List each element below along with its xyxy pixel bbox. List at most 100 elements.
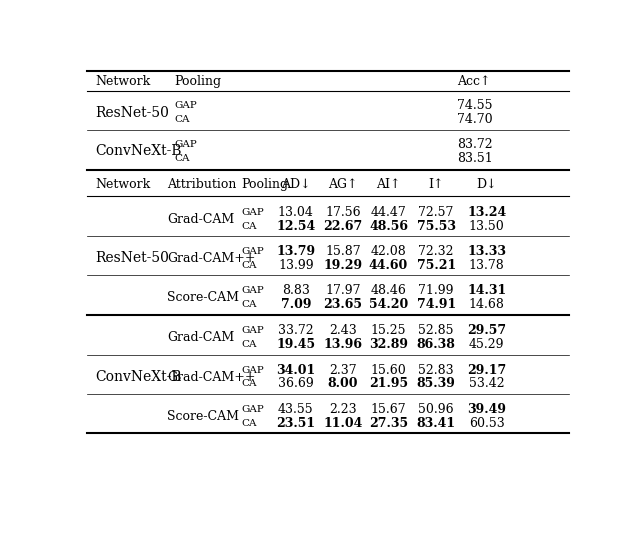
Text: 2.43: 2.43: [329, 324, 356, 337]
Text: 74.70: 74.70: [457, 113, 493, 127]
Text: 42.08: 42.08: [371, 245, 406, 258]
Text: 75.21: 75.21: [417, 259, 456, 272]
Text: Pooling: Pooling: [174, 75, 221, 88]
Text: 60.53: 60.53: [469, 416, 504, 430]
Text: CA: CA: [241, 261, 257, 270]
Text: 13.79: 13.79: [276, 245, 316, 258]
Text: 15.87: 15.87: [325, 245, 361, 258]
Text: 15.67: 15.67: [371, 403, 406, 416]
Text: 2.23: 2.23: [329, 403, 356, 416]
Text: 8.00: 8.00: [328, 377, 358, 390]
Text: 13.50: 13.50: [469, 219, 504, 232]
Text: 83.72: 83.72: [457, 138, 493, 151]
Text: GAP: GAP: [241, 247, 264, 256]
Text: 48.46: 48.46: [371, 285, 406, 297]
Text: 13.33: 13.33: [467, 245, 506, 258]
Text: 14.68: 14.68: [468, 298, 505, 311]
Text: Grad-CAM: Grad-CAM: [167, 213, 234, 226]
Text: 12.54: 12.54: [276, 219, 316, 232]
Text: 54.20: 54.20: [369, 298, 408, 311]
Text: CA: CA: [174, 115, 189, 124]
Text: 23.65: 23.65: [323, 298, 362, 311]
Text: 13.78: 13.78: [469, 259, 504, 272]
Text: 85.39: 85.39: [417, 377, 456, 390]
Text: 21.95: 21.95: [369, 377, 408, 390]
Text: 43.55: 43.55: [278, 403, 314, 416]
Text: ResNet-50: ResNet-50: [95, 106, 169, 120]
Text: 48.56: 48.56: [369, 219, 408, 232]
Text: ConvNeXt-B: ConvNeXt-B: [95, 144, 181, 159]
Text: 22.67: 22.67: [323, 219, 362, 232]
Text: 86.38: 86.38: [417, 338, 456, 351]
Text: 19.29: 19.29: [323, 259, 362, 272]
Text: 74.55: 74.55: [457, 99, 492, 112]
Text: Score-CAM: Score-CAM: [167, 291, 239, 304]
Text: Network: Network: [95, 75, 150, 88]
Text: 32.89: 32.89: [369, 338, 408, 351]
Text: D↓: D↓: [476, 178, 497, 191]
Text: 29.57: 29.57: [467, 324, 506, 337]
Text: 45.29: 45.29: [469, 338, 504, 351]
Text: 13.04: 13.04: [278, 206, 314, 219]
Text: 13.99: 13.99: [278, 259, 314, 272]
Text: Pooling: Pooling: [241, 178, 289, 191]
Text: 53.42: 53.42: [469, 377, 504, 390]
Text: 52.83: 52.83: [419, 364, 454, 377]
Text: Network: Network: [95, 178, 150, 191]
Text: 11.04: 11.04: [323, 416, 363, 430]
Text: GAP: GAP: [241, 208, 264, 217]
Text: Acc↑: Acc↑: [457, 75, 490, 88]
Text: 52.85: 52.85: [419, 324, 454, 337]
Text: 75.53: 75.53: [417, 219, 456, 232]
Text: GAP: GAP: [241, 365, 264, 375]
Text: 72.32: 72.32: [419, 245, 454, 258]
Text: 15.25: 15.25: [371, 324, 406, 337]
Text: CA: CA: [241, 340, 257, 349]
Text: CA: CA: [241, 300, 257, 309]
Text: 13.24: 13.24: [467, 206, 506, 219]
Text: 7.09: 7.09: [280, 298, 311, 311]
Text: 39.49: 39.49: [467, 403, 506, 416]
Text: 44.47: 44.47: [371, 206, 406, 219]
Text: AG↑: AG↑: [328, 178, 358, 191]
Text: GAP: GAP: [241, 286, 264, 295]
Text: 44.60: 44.60: [369, 259, 408, 272]
Text: AI↑: AI↑: [376, 178, 401, 191]
Text: AD↓: AD↓: [281, 178, 310, 191]
Text: ResNet-50: ResNet-50: [95, 251, 169, 266]
Text: CA: CA: [174, 154, 189, 163]
Text: 23.51: 23.51: [276, 416, 316, 430]
Text: 83.51: 83.51: [457, 152, 493, 165]
Text: 8.83: 8.83: [282, 285, 310, 297]
Text: 29.17: 29.17: [467, 364, 506, 377]
Text: GAP: GAP: [174, 102, 197, 110]
Text: CA: CA: [241, 419, 257, 428]
Text: 17.56: 17.56: [325, 206, 361, 219]
Text: 74.91: 74.91: [417, 298, 456, 311]
Text: Attribution: Attribution: [167, 178, 236, 191]
Text: 14.31: 14.31: [467, 285, 506, 297]
Text: GAP: GAP: [241, 326, 264, 336]
Text: Grad-CAM: Grad-CAM: [167, 331, 234, 344]
Text: CA: CA: [241, 222, 257, 231]
Text: 83.41: 83.41: [417, 416, 456, 430]
Text: GAP: GAP: [241, 405, 264, 414]
Text: Grad-CAM++: Grad-CAM++: [167, 370, 255, 383]
Text: ConvNeXt-B: ConvNeXt-B: [95, 370, 181, 384]
Text: Score-CAM: Score-CAM: [167, 410, 239, 423]
Text: 36.69: 36.69: [278, 377, 314, 390]
Text: 72.57: 72.57: [419, 206, 454, 219]
Text: 15.60: 15.60: [371, 364, 406, 377]
Text: 34.01: 34.01: [276, 364, 316, 377]
Text: 17.97: 17.97: [325, 285, 360, 297]
Text: 2.37: 2.37: [329, 364, 356, 377]
Text: 71.99: 71.99: [419, 285, 454, 297]
Text: 27.35: 27.35: [369, 416, 408, 430]
Text: GAP: GAP: [174, 140, 197, 149]
Text: CA: CA: [241, 380, 257, 388]
Text: 13.96: 13.96: [323, 338, 362, 351]
Text: Grad-CAM++: Grad-CAM++: [167, 252, 255, 265]
Text: 50.96: 50.96: [419, 403, 454, 416]
Text: 19.45: 19.45: [276, 338, 316, 351]
Text: I↑: I↑: [428, 178, 444, 191]
